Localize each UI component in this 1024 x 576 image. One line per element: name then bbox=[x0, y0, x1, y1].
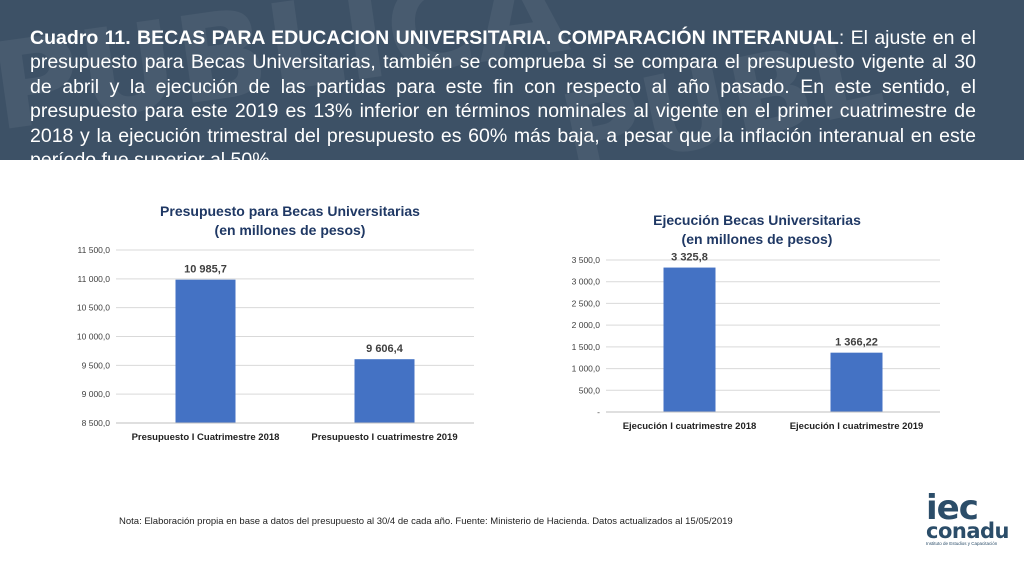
header-body: : El ajuste en el presupuesto para Becas… bbox=[30, 27, 976, 160]
category-label: Presupuesto I Cuatrimestre 2018 bbox=[132, 432, 280, 443]
y-tick-label: 1 000,0 bbox=[572, 364, 601, 374]
data-label: 9 606,4 bbox=[366, 343, 404, 355]
bar bbox=[830, 352, 883, 412]
category-label: Ejecución I cuatrimestre 2019 bbox=[790, 421, 924, 432]
iec-conadu-logo: iec conadu Instituto de Estudios y Capac… bbox=[926, 488, 1009, 546]
header-text: Cuadro 11. BECAS PARA EDUCACION UNIVERSI… bbox=[30, 26, 976, 160]
chart1-title: Presupuesto para Becas Universitarias bbox=[160, 203, 420, 219]
bar bbox=[663, 267, 716, 412]
category-label: Presupuesto I cuatrimestre 2019 bbox=[311, 432, 457, 443]
footnote: Nota: Elaboración propia en base a datos… bbox=[119, 516, 733, 527]
logo-line1: iec bbox=[926, 488, 979, 528]
y-tick-label: 3 000,0 bbox=[572, 277, 601, 287]
category-label: Ejecución I cuatrimestre 2018 bbox=[623, 421, 757, 432]
y-tick-label: 9 000,0 bbox=[82, 389, 111, 399]
y-tick-label: - bbox=[597, 407, 600, 417]
y-tick-label: 11 500,0 bbox=[78, 245, 111, 255]
chart2-svg: - 500,0 1 000,0 1 500,0 2 000,0 2 500,0 3 000,… bbox=[572, 252, 940, 432]
chart1-svg: 8 500,0 9 000,0 9 500,0 10 000,0 10 500,0 11 … bbox=[77, 245, 474, 443]
bar bbox=[175, 279, 236, 423]
data-label: 10 985,7 bbox=[184, 264, 227, 276]
chart2-subtitle: (en millones de pesos) bbox=[681, 231, 833, 247]
chart1-title-block: Presupuesto para Becas Universitarias (e… bbox=[110, 202, 470, 240]
y-tick-label: 10 500,0 bbox=[77, 303, 110, 313]
logo-line3: Instituto de Estudios y Capacitación bbox=[926, 541, 998, 546]
chart2-title-block: Ejecución Becas Universitarias (en millo… bbox=[577, 211, 937, 249]
y-tick-label: 1 500,0 bbox=[572, 342, 601, 352]
y-tick-label: 2 500,0 bbox=[572, 298, 601, 308]
chart1-subtitle: (en millones de pesos) bbox=[214, 222, 366, 238]
header-lead: Cuadro 11. BECAS PARA EDUCACION UNIVERSI… bbox=[30, 27, 839, 49]
data-label: 3 325,8 bbox=[671, 252, 708, 264]
y-tick-label: 11 000,0 bbox=[78, 274, 111, 284]
y-tick-label: 10 000,0 bbox=[77, 332, 110, 342]
y-tick-label: 500,0 bbox=[579, 385, 601, 395]
header-banner: PUBLICA PUBL Cuadro 11. BECAS PARA EDUCA… bbox=[0, 0, 1024, 160]
data-label: 1 366,22 bbox=[835, 337, 878, 349]
y-tick-label: 9 500,0 bbox=[82, 360, 111, 370]
logo-line2: conadu bbox=[926, 519, 1009, 543]
y-tick-label: 3 500,0 bbox=[572, 255, 601, 265]
y-tick-label: 2 000,0 bbox=[572, 320, 601, 330]
y-tick-label: 8 500,0 bbox=[82, 418, 111, 428]
chart2-title: Ejecución Becas Universitarias bbox=[653, 212, 861, 228]
bar bbox=[354, 359, 415, 423]
